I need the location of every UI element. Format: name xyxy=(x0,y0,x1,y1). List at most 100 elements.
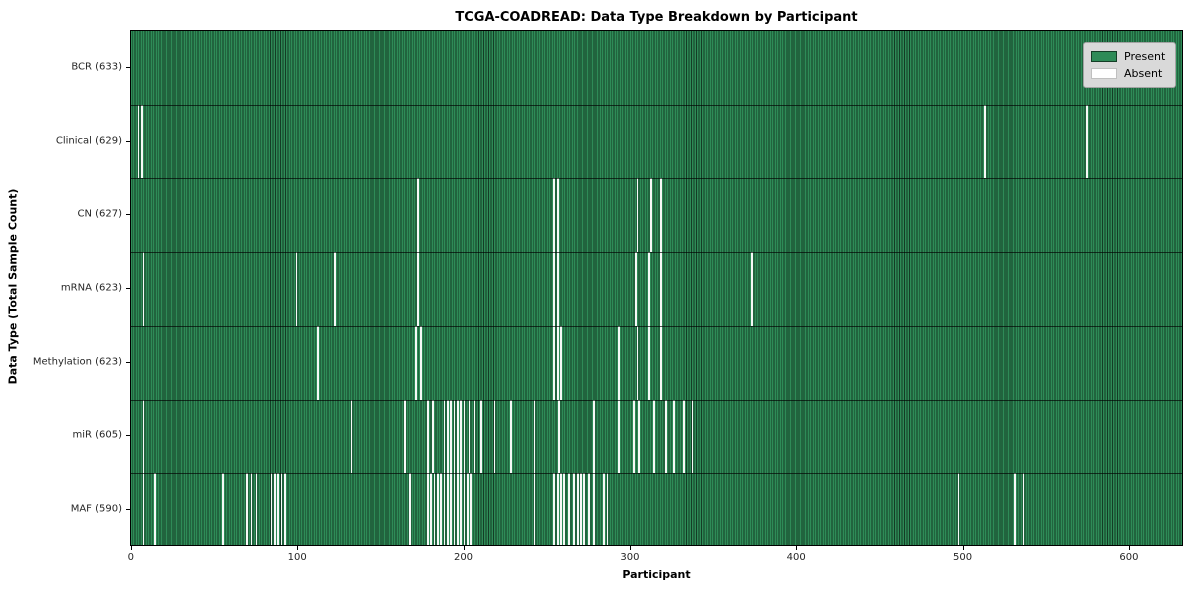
absent-cell xyxy=(403,399,406,474)
x-tick-label: 100 xyxy=(287,552,307,563)
absent-cell xyxy=(556,325,559,400)
x-tick-label: 400 xyxy=(786,552,806,563)
absent-cell xyxy=(649,178,652,253)
absent-cell xyxy=(510,399,512,474)
absent-cell xyxy=(493,399,496,474)
absent-cell xyxy=(417,178,419,253)
absent-cell xyxy=(553,252,556,326)
absent-cell xyxy=(673,399,676,474)
absent-cell xyxy=(280,473,283,545)
y-tick-label: miR (605) xyxy=(72,429,122,441)
absent-cell xyxy=(1085,104,1088,179)
y-tick-label: CN (627) xyxy=(77,208,122,220)
x-tick-label: 500 xyxy=(953,552,973,563)
y-tick-mark xyxy=(126,435,130,437)
absent-swatch-icon xyxy=(1091,68,1117,79)
absent-cell xyxy=(1022,473,1025,545)
y-tick-label: MAF (590) xyxy=(70,503,122,515)
row-cells-present xyxy=(131,178,1182,253)
absent-cell xyxy=(415,325,418,400)
absent-cell xyxy=(648,325,651,400)
absent-cell xyxy=(142,252,145,326)
absent-cell xyxy=(450,399,453,474)
absent-cell xyxy=(580,473,582,545)
x-tick-mark xyxy=(297,546,299,550)
absent-cell xyxy=(553,473,556,545)
row-cells-present xyxy=(131,252,1182,326)
row-cells-present xyxy=(131,473,1182,545)
absent-cell xyxy=(636,178,639,253)
row-cells-present xyxy=(131,104,1182,179)
absent-cell xyxy=(460,399,463,474)
x-tick-mark xyxy=(962,546,964,550)
y-tick-mark xyxy=(126,140,130,142)
absent-cell xyxy=(553,178,556,253)
plot-area xyxy=(130,30,1183,546)
absent-cell xyxy=(691,399,694,474)
absent-cell xyxy=(447,399,449,474)
x-tick-label: 0 xyxy=(127,552,134,563)
absent-cell xyxy=(456,399,459,474)
absent-cell xyxy=(427,473,429,545)
absent-cell xyxy=(473,399,476,474)
absent-cell xyxy=(556,473,559,545)
y-tick-mark xyxy=(126,509,130,511)
row-cells-present xyxy=(131,31,1182,105)
absent-cell xyxy=(573,473,576,545)
absent-cell xyxy=(453,473,456,545)
absent-cell xyxy=(456,473,459,545)
absent-cell xyxy=(350,399,353,474)
legend-present-label: Present xyxy=(1124,50,1166,63)
absent-cell xyxy=(250,473,253,545)
absent-cell xyxy=(255,473,258,545)
y-tick-label: Clinical (629) xyxy=(55,135,122,147)
legend-absent-label: Absent xyxy=(1124,67,1163,80)
row-separator xyxy=(131,473,1182,475)
row-bcr xyxy=(131,31,1182,105)
absent-cell xyxy=(470,473,473,545)
legend-entry-present: Present xyxy=(1091,48,1167,65)
absent-cell xyxy=(583,473,586,545)
x-axis-label: Participant xyxy=(622,568,691,581)
absent-cell xyxy=(638,399,641,474)
present-swatch-icon xyxy=(1091,51,1117,62)
x-tick-label: 300 xyxy=(620,552,640,563)
absent-cell xyxy=(957,473,960,545)
absent-cell xyxy=(137,104,140,179)
row-cells-present xyxy=(131,399,1182,474)
absent-cell xyxy=(408,473,411,545)
absent-cell xyxy=(751,252,754,326)
absent-cell xyxy=(593,399,596,474)
row-separator xyxy=(131,399,1182,401)
row-maf xyxy=(131,473,1182,545)
row-separator xyxy=(131,252,1182,254)
absent-cell xyxy=(633,399,636,474)
absent-cell xyxy=(317,325,320,400)
row-methylation xyxy=(131,325,1182,400)
x-tick-mark xyxy=(463,546,465,550)
y-axis-label: Data Type (Total Sample Count) xyxy=(6,188,20,385)
y-tick-label: mRNA (623) xyxy=(60,282,122,294)
absent-cell xyxy=(653,399,656,474)
absent-cell xyxy=(432,399,434,474)
absent-cell xyxy=(453,399,456,474)
absent-cell xyxy=(283,473,286,545)
absent-cell xyxy=(273,473,276,545)
absent-cell xyxy=(443,399,446,474)
absent-cell xyxy=(463,473,466,545)
x-tick-mark xyxy=(130,546,132,550)
absent-cell xyxy=(568,473,571,545)
absent-cell xyxy=(634,252,637,326)
absent-cell xyxy=(420,325,423,400)
absent-cell xyxy=(593,473,596,545)
absent-cell xyxy=(659,252,662,326)
row-separator xyxy=(131,104,1182,106)
legend: Present Absent xyxy=(1083,42,1176,88)
chart-title: TCGA-COADREAD: Data Type Breakdown by Pa… xyxy=(455,10,858,25)
absent-cell xyxy=(603,473,606,545)
absent-cell xyxy=(466,473,469,545)
y-tick-mark xyxy=(126,214,130,216)
absent-cell xyxy=(533,399,536,474)
absent-cell xyxy=(450,473,453,545)
